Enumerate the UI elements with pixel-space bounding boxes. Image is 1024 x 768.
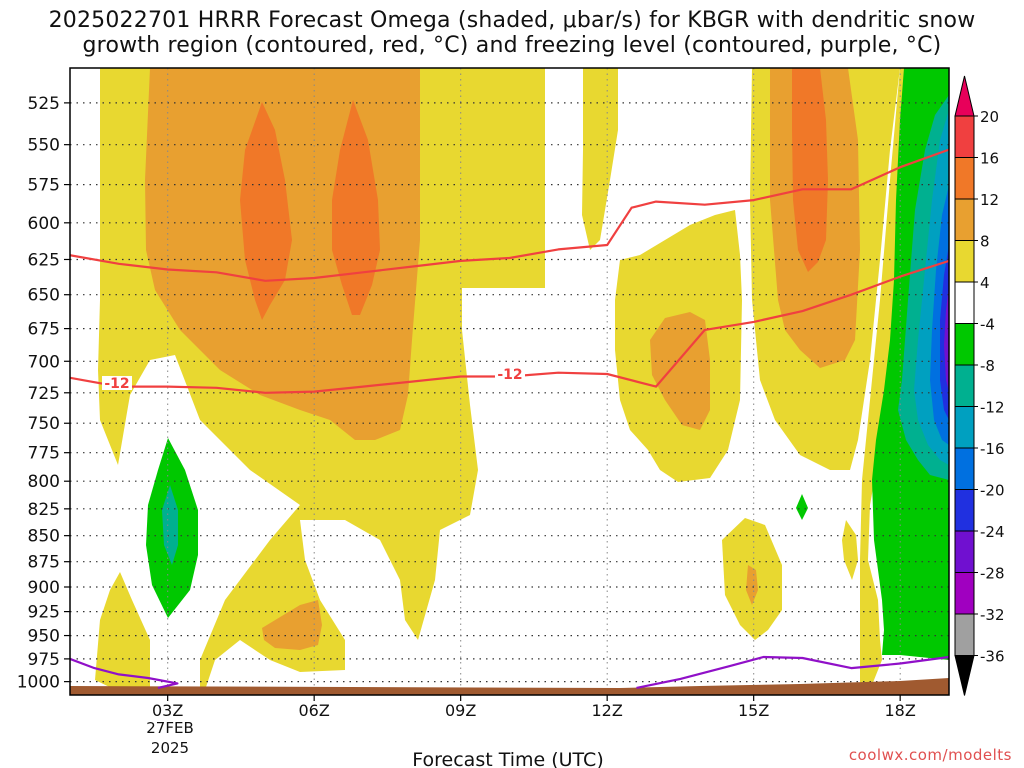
omega-band-12-16 bbox=[332, 100, 380, 315]
colorbar-label: -16 bbox=[980, 440, 1005, 458]
dgz-label-left: -12 bbox=[104, 376, 129, 392]
y-tick-label: 725 bbox=[28, 384, 60, 404]
colorbar-segment bbox=[954, 572, 975, 615]
omega-band-12-16 bbox=[240, 102, 292, 320]
y-tick-label: 700 bbox=[28, 352, 60, 372]
colorbar-segment bbox=[954, 489, 975, 532]
colorbar-segment bbox=[954, 198, 975, 241]
y-tick-label: 525 bbox=[28, 94, 60, 114]
colorbar-label: -28 bbox=[980, 565, 1005, 583]
omega-band-8-12 bbox=[262, 600, 322, 650]
y-tick-label: 825 bbox=[28, 500, 60, 520]
y-tick-label: 575 bbox=[28, 176, 60, 196]
omega-band-4-8 bbox=[95, 572, 150, 692]
title-line-1: 2025022701 HRRR Forecast Omega (shaded, … bbox=[48, 8, 976, 33]
colorbar-label: -36 bbox=[980, 648, 1005, 666]
y-tick-label: 800 bbox=[28, 472, 60, 492]
x-tick-label: 09Z bbox=[445, 701, 476, 720]
colorbar: 20 16 12 8 4 -4 -8 -12 -16 -20 -24 -28 -32 -36 bbox=[954, 75, 1005, 696]
dgz-label-bg bbox=[102, 376, 132, 390]
colorbar-label: 12 bbox=[980, 191, 999, 209]
terrain-surface bbox=[70, 678, 949, 695]
x-tick-label: 12Z bbox=[592, 701, 623, 720]
freezing-level-contour bbox=[636, 655, 949, 689]
dgz-top-contour bbox=[70, 148, 949, 282]
colorbar-label: 20 bbox=[980, 108, 999, 126]
y-tick-label: 625 bbox=[28, 250, 60, 270]
freezing-level-contour bbox=[70, 657, 179, 689]
omega-band-neg4-neg8 bbox=[796, 494, 808, 520]
y-tick-label: 675 bbox=[28, 320, 60, 340]
colorbar-label: -24 bbox=[980, 523, 1005, 541]
dgz-label-bg bbox=[495, 367, 525, 381]
colorbar-label: 16 bbox=[980, 150, 999, 168]
colorbar-segment bbox=[954, 406, 975, 449]
colorbar-label: -4 bbox=[980, 316, 995, 334]
y-tick-label: 875 bbox=[28, 553, 60, 573]
colorbar-segment bbox=[954, 613, 975, 656]
x-axis-title: Forecast Time (UTC) bbox=[412, 749, 603, 768]
y-tick-label: 925 bbox=[28, 603, 60, 623]
y-tick-label: 775 bbox=[28, 444, 60, 464]
x-tick-label: 15Z bbox=[738, 701, 769, 720]
y-axis: 525 550 575 600 625 650 675 700 725 750 775 800 825 8… bbox=[17, 94, 70, 693]
watermark: coolwx.com/modelts bbox=[848, 746, 1012, 764]
omega-shading bbox=[95, 68, 949, 695]
dgz-contour-labels: -12 -12 bbox=[102, 367, 525, 392]
plot-frame bbox=[69, 67, 950, 696]
dgz-label-mid: -12 bbox=[497, 367, 522, 383]
x-date-label-year: 2025 bbox=[151, 739, 189, 757]
colorbar-segment bbox=[954, 115, 975, 158]
x-tick-label: 06Z bbox=[299, 701, 330, 720]
y-tick-label: 600 bbox=[28, 214, 60, 234]
colorbar-label: -8 bbox=[980, 357, 995, 375]
colorbar-triangle-bottom bbox=[954, 655, 975, 696]
y-tick-label: 950 bbox=[28, 627, 60, 647]
colorbar-triangle-top bbox=[954, 75, 975, 117]
colorbar-segment bbox=[954, 323, 975, 366]
colorbar-label: -12 bbox=[980, 399, 1005, 417]
x-tick-label: 03Z bbox=[152, 701, 183, 720]
y-tick-label: 650 bbox=[28, 286, 60, 306]
omega-band-neg8-neg12 bbox=[162, 485, 178, 565]
omega-band-12-16 bbox=[792, 68, 828, 272]
y-tick-label: 1000 bbox=[17, 673, 60, 693]
colorbar-label: -32 bbox=[980, 606, 1005, 624]
omega-band-neg24-neg28 bbox=[944, 285, 949, 392]
y-tick-label: 750 bbox=[28, 414, 60, 434]
colorbar-label: -20 bbox=[980, 482, 1005, 500]
y-tick-label: 850 bbox=[28, 527, 60, 547]
omega-band-4-8 bbox=[842, 520, 858, 580]
y-tick-label: 900 bbox=[28, 578, 60, 598]
colorbar-segment bbox=[954, 157, 975, 200]
colorbar-segment bbox=[954, 530, 975, 573]
x-tick-label: 18Z bbox=[885, 701, 916, 720]
y-tick-label: 550 bbox=[28, 136, 60, 156]
omega-band-8-12 bbox=[746, 565, 758, 605]
colorbar-label: 8 bbox=[980, 233, 990, 251]
omega-band-4-8 bbox=[582, 68, 618, 250]
chart-title: 2025022701 HRRR Forecast Omega (shaded, … bbox=[0, 8, 1024, 58]
x-axis: 03Z 06Z 09Z 12Z 15Z 18Z bbox=[152, 695, 916, 720]
x-date-label-day: 27FEB bbox=[146, 719, 193, 737]
title-line-2: growth region (contoured, red, °C) and f… bbox=[82, 33, 942, 58]
colorbar-segment bbox=[954, 240, 975, 283]
y-tick-label: 975 bbox=[28, 650, 60, 670]
colorbar-segment bbox=[954, 447, 975, 490]
colorbar-segment bbox=[954, 281, 975, 324]
colorbar-label: 4 bbox=[980, 274, 990, 292]
chart-grid bbox=[70, 68, 949, 695]
colorbar-segment bbox=[954, 364, 975, 407]
